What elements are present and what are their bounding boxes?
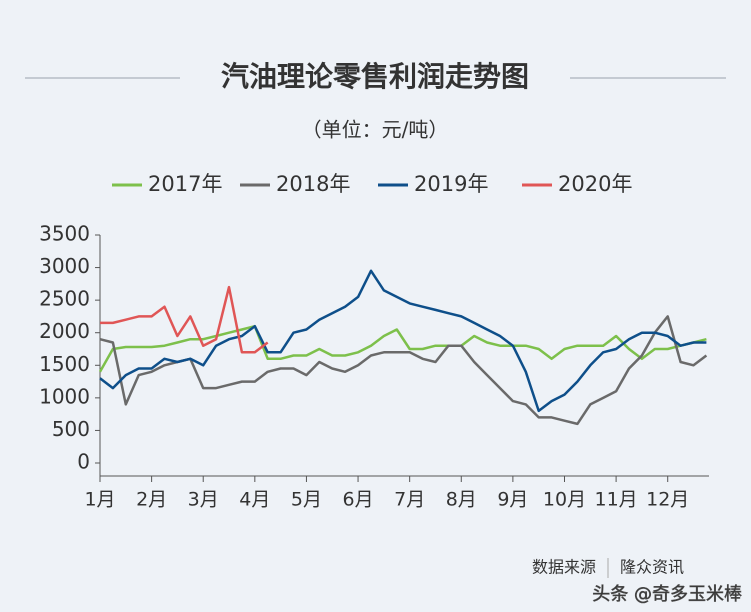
y-tick-label: 0 bbox=[77, 450, 90, 474]
x-tick-label: 5月 bbox=[291, 489, 322, 511]
series-line bbox=[100, 285, 269, 354]
x-tick-label: 8月 bbox=[446, 489, 477, 511]
chart-title: 汽油理论零售利润走势图 bbox=[221, 60, 529, 93]
legend-label: 2020年 bbox=[558, 172, 632, 196]
series-line bbox=[99, 315, 708, 426]
y-tick-label: 2500 bbox=[39, 287, 90, 311]
x-tick-label: 6月 bbox=[343, 489, 374, 511]
y-tick-label: 2000 bbox=[39, 319, 90, 343]
watermark: 头条 @奇多玉米棒 bbox=[592, 584, 742, 605]
legend-label: 2017年 bbox=[148, 172, 222, 196]
source-label: 数据来源 bbox=[532, 558, 596, 577]
chart-subtitle: （单位：元/吨） bbox=[302, 118, 449, 142]
y-tick-label: 3000 bbox=[39, 254, 90, 278]
y-tick-label: 3500 bbox=[39, 222, 90, 246]
x-tick-label: 10月 bbox=[543, 489, 586, 511]
title-backdrop bbox=[180, 55, 570, 101]
x-tick-label: 7月 bbox=[394, 489, 425, 511]
x-tick-label: 4月 bbox=[239, 489, 270, 511]
x-tick-label: 12月 bbox=[646, 489, 689, 511]
y-tick-label: 1500 bbox=[39, 352, 90, 376]
series-line bbox=[99, 269, 707, 413]
x-tick-label: 2月 bbox=[136, 489, 167, 511]
source: 隆众资讯 bbox=[620, 558, 684, 577]
y-tick-label: 500 bbox=[52, 417, 90, 441]
x-tick-label: 1月 bbox=[84, 489, 115, 511]
x-tick-label: 11月 bbox=[595, 489, 638, 511]
x-tick-label: 9月 bbox=[497, 489, 528, 511]
legend-label: 2018年 bbox=[276, 172, 350, 196]
legend-label: 2019年 bbox=[414, 172, 488, 196]
x-tick-label: 3月 bbox=[188, 489, 219, 511]
y-tick-label: 1000 bbox=[39, 384, 90, 408]
